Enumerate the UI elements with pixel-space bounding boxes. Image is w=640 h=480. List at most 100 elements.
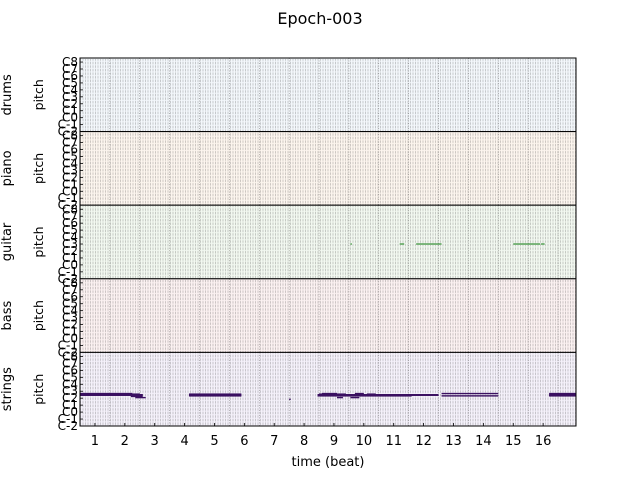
pitch-tick-label: C2 xyxy=(62,97,78,111)
track-name-bass: bass xyxy=(0,300,15,330)
note xyxy=(513,243,541,245)
pitch-tick-label: C6 xyxy=(62,290,78,304)
x-tick-label: 9 xyxy=(330,434,338,449)
note xyxy=(189,395,242,397)
panel-frame xyxy=(79,351,577,427)
x-tick-label: 14 xyxy=(475,434,492,449)
pitch-tick-label: C8 xyxy=(62,129,78,143)
note xyxy=(336,396,343,399)
pitch-tick-label: C6 xyxy=(62,216,78,230)
pitch-tick-label: C4 xyxy=(62,304,78,318)
pitch-tick-label: C3 xyxy=(62,90,78,104)
pitch-tick-label: C-1 xyxy=(58,191,78,205)
pitch-tick-label: C5 xyxy=(62,297,78,311)
y-axis-label: pitch xyxy=(31,153,46,184)
note xyxy=(80,394,143,396)
x-tick-label: 16 xyxy=(535,434,552,449)
pitch-tick-label: C0 xyxy=(62,331,78,345)
pitch-tick-label: C8 xyxy=(62,202,78,216)
x-tick-label: 3 xyxy=(151,434,159,449)
pitch-tick-label: C8 xyxy=(62,349,78,363)
pitch-tick-label: C5 xyxy=(62,76,78,90)
pitch-tick-label: C1 xyxy=(62,104,78,118)
pitch-tick-label: C4 xyxy=(62,83,78,97)
pitch-tick-label: C7 xyxy=(62,283,78,297)
pitch-tick-label: C7 xyxy=(62,356,78,370)
x-tick-label: 8 xyxy=(300,434,308,449)
pitch-tick-label: C6 xyxy=(62,363,78,377)
pitch-tick-label: C-1 xyxy=(58,338,78,352)
pitch-tick-label: C2 xyxy=(62,170,78,184)
note xyxy=(399,243,405,245)
chart-title: Epoch-003 xyxy=(277,9,362,28)
x-tick-label: 1 xyxy=(91,434,99,449)
track-name-strings: strings xyxy=(0,367,15,411)
note xyxy=(366,393,376,395)
note xyxy=(289,398,291,401)
pitch-tick-label: C3 xyxy=(62,384,78,398)
x-tick-label: 13 xyxy=(445,434,462,449)
pitch-tick-label: C5 xyxy=(62,150,78,164)
note xyxy=(416,243,442,245)
pitch-tick-label: C6 xyxy=(62,69,78,83)
y-axis-label: pitch xyxy=(31,79,46,110)
pitch-tick-label: C4 xyxy=(62,156,78,170)
note xyxy=(541,243,545,245)
note xyxy=(135,396,146,399)
track-name-piano: piano xyxy=(0,150,15,186)
track-name-guitar: guitar xyxy=(0,222,15,261)
pitch-tick-label: C-1 xyxy=(58,118,78,132)
note xyxy=(549,392,576,395)
pitch-tick-label: C7 xyxy=(62,136,78,150)
x-tick-label: 4 xyxy=(180,434,188,449)
pitch-tick-label: C2 xyxy=(62,244,78,258)
x-axis-label: time (beat) xyxy=(292,455,365,470)
pitch-tick-label: C3 xyxy=(62,163,78,177)
pitch-tick-label: C-2 xyxy=(58,419,78,433)
pitch-tick-label: C0 xyxy=(62,405,78,419)
pitch-tick-label: C8 xyxy=(62,55,78,69)
x-axis-ticks: 1 2 3 4 5 6 7 8 9 10 11 12 13 14 15 16 xyxy=(91,423,552,449)
x-tick-label: 10 xyxy=(356,434,373,449)
x-tick-label: 7 xyxy=(270,434,278,449)
note xyxy=(441,392,499,395)
pitch-tick-label: C1 xyxy=(62,177,78,191)
pitch-tick-label: C4 xyxy=(62,230,78,244)
x-tick-label: 5 xyxy=(210,434,218,449)
pitch-tick-label: C2 xyxy=(62,318,78,332)
note xyxy=(549,395,576,397)
pitch-tick-label: C-2 xyxy=(58,272,78,286)
pitch-tick-label: C2 xyxy=(62,391,78,405)
pitch-tick-label: C1 xyxy=(62,251,78,265)
y-axis-label: pitch xyxy=(31,226,46,257)
pitch-tick-label: C3 xyxy=(62,237,78,251)
track-panels: C-2C-1C0C1C2C3C4C5C6C7C8pitchdrumsC-2C-1… xyxy=(0,55,577,433)
pitch-tick-label: C5 xyxy=(62,223,78,237)
note xyxy=(350,396,360,399)
pitch-tick-label: C-2 xyxy=(58,345,78,359)
pitch-tick-label: C7 xyxy=(62,62,78,76)
x-tick-label: 2 xyxy=(121,434,129,449)
pitch-tick-label: C0 xyxy=(62,111,78,125)
y-axis-label: pitch xyxy=(31,300,46,331)
note xyxy=(354,392,364,395)
pitch-tick-label: C8 xyxy=(62,276,78,290)
x-tick-label: 15 xyxy=(505,434,522,449)
pitch-tick-label: C-1 xyxy=(58,412,78,426)
pitch-tick-label: C-1 xyxy=(58,265,78,279)
x-tick-label: 6 xyxy=(240,434,248,449)
pitch-tick-label: C0 xyxy=(62,184,78,198)
note xyxy=(441,395,499,397)
pitch-tick-label: C0 xyxy=(62,258,78,272)
note xyxy=(317,395,412,397)
pitch-tick-label: C1 xyxy=(62,398,78,412)
pitch-tick-label: C1 xyxy=(62,325,78,339)
pitch-tick-label: C-2 xyxy=(58,198,78,212)
pitch-tick-label: C5 xyxy=(62,370,78,384)
